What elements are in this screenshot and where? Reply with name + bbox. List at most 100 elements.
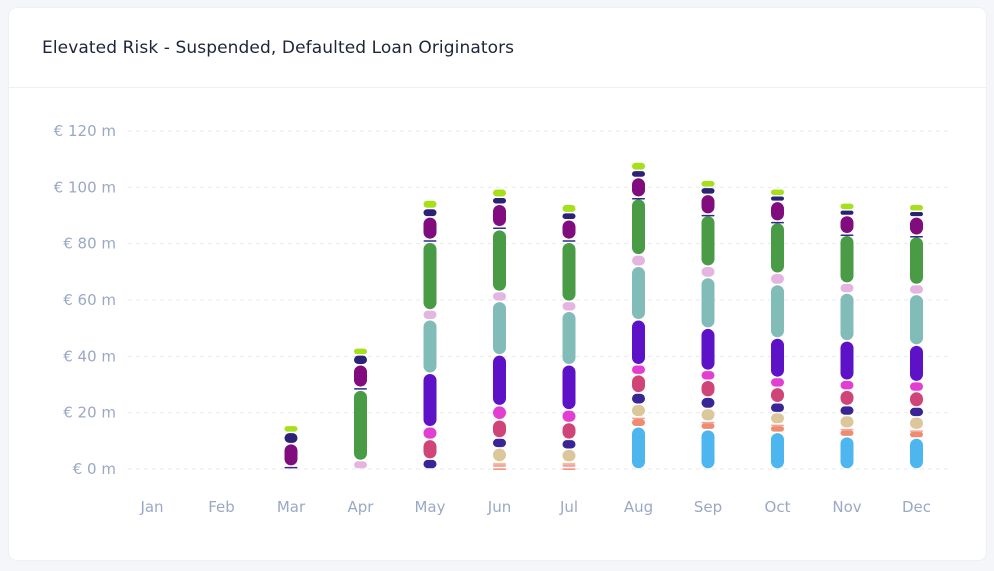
bar-segment[interactable] bbox=[701, 181, 715, 187]
bar-segment[interactable] bbox=[701, 214, 715, 217]
bar-segment[interactable] bbox=[910, 295, 923, 345]
bar-segment[interactable] bbox=[840, 416, 854, 428]
bar-segment[interactable] bbox=[354, 390, 367, 460]
bar-segment[interactable] bbox=[493, 230, 506, 291]
bar-segment[interactable] bbox=[423, 200, 437, 208]
bar-segment[interactable] bbox=[493, 420, 506, 438]
bar-segment[interactable] bbox=[493, 468, 506, 470]
bar-segment[interactable] bbox=[284, 444, 298, 466]
bar-segment[interactable] bbox=[423, 209, 437, 217]
bar-segment[interactable] bbox=[771, 338, 784, 377]
bar-segment[interactable] bbox=[562, 302, 576, 311]
bar-segment[interactable] bbox=[562, 423, 576, 439]
bar-segment[interactable] bbox=[771, 189, 784, 196]
bar-segment[interactable] bbox=[354, 388, 367, 390]
bar-segment[interactable] bbox=[840, 341, 854, 380]
bar-segment[interactable] bbox=[562, 365, 576, 410]
bar-segment[interactable] bbox=[493, 302, 506, 355]
bar-segment[interactable] bbox=[771, 433, 784, 469]
bar-segment[interactable] bbox=[771, 413, 784, 424]
bar-segment[interactable] bbox=[910, 392, 923, 407]
bar-segment[interactable] bbox=[701, 371, 715, 380]
bar-segment[interactable] bbox=[562, 240, 576, 242]
bar-segment[interactable] bbox=[632, 255, 645, 266]
bar-segment[interactable] bbox=[701, 421, 715, 424]
bar-segment[interactable] bbox=[840, 437, 854, 469]
bar-segment[interactable] bbox=[840, 210, 854, 215]
bar-segment[interactable] bbox=[701, 266, 715, 277]
bar-segment[interactable] bbox=[562, 450, 576, 462]
bar-segment[interactable] bbox=[632, 171, 645, 177]
bar-segment[interactable] bbox=[562, 312, 576, 365]
bar-segment[interactable] bbox=[632, 393, 645, 404]
bar-segment[interactable] bbox=[771, 273, 784, 284]
bar-segment[interactable] bbox=[632, 320, 645, 365]
bar-segment[interactable] bbox=[771, 221, 784, 224]
bar-segment[interactable] bbox=[840, 381, 854, 390]
bar-segment[interactable] bbox=[910, 285, 923, 294]
bar-segment[interactable] bbox=[840, 428, 854, 431]
bar-segment[interactable] bbox=[771, 403, 784, 412]
bar-segment[interactable] bbox=[354, 461, 367, 469]
bar-segment[interactable] bbox=[423, 240, 437, 242]
bar-segment[interactable] bbox=[910, 438, 923, 469]
bar-segment[interactable] bbox=[632, 417, 645, 420]
bar-segment[interactable] bbox=[910, 217, 923, 235]
bar-segment[interactable] bbox=[840, 406, 854, 415]
bar-segment[interactable] bbox=[910, 204, 923, 211]
bar-segment[interactable] bbox=[910, 407, 923, 417]
bar-segment[interactable] bbox=[771, 223, 784, 273]
bar-segment[interactable] bbox=[771, 285, 784, 338]
bar-segment[interactable] bbox=[354, 355, 367, 365]
bar-segment[interactable] bbox=[771, 202, 784, 221]
bar-segment[interactable] bbox=[423, 459, 437, 469]
bar-segment[interactable] bbox=[771, 378, 784, 387]
bar-segment[interactable] bbox=[771, 196, 784, 201]
bar-segment[interactable] bbox=[701, 381, 715, 397]
bar-segment[interactable] bbox=[493, 227, 506, 230]
bar-segment[interactable] bbox=[493, 197, 506, 204]
bar-segment[interactable] bbox=[493, 462, 506, 465]
bar-segment[interactable] bbox=[423, 243, 437, 310]
bar-segment[interactable] bbox=[701, 278, 715, 328]
bar-segment[interactable] bbox=[562, 213, 576, 219]
bar-segment[interactable] bbox=[840, 430, 854, 436]
bar-segment[interactable] bbox=[493, 448, 506, 462]
bar-segment[interactable] bbox=[423, 373, 437, 426]
bar-segment[interactable] bbox=[910, 431, 923, 438]
bar-segment[interactable] bbox=[493, 464, 506, 467]
bar-segment[interactable] bbox=[423, 320, 437, 373]
bar-segment[interactable] bbox=[632, 365, 645, 374]
bar-segment[interactable] bbox=[910, 237, 923, 284]
bar-segment[interactable] bbox=[493, 204, 506, 227]
bar-segment[interactable] bbox=[423, 217, 437, 239]
bar-segment[interactable] bbox=[840, 234, 854, 237]
bar-segment[interactable] bbox=[423, 310, 437, 319]
bar-segment[interactable] bbox=[701, 195, 715, 214]
bar-segment[interactable] bbox=[423, 427, 437, 439]
bar-segment[interactable] bbox=[632, 419, 645, 426]
bar-segment[interactable] bbox=[632, 178, 645, 197]
bar-segment[interactable] bbox=[493, 438, 506, 448]
bar-segment[interactable] bbox=[701, 409, 715, 421]
bar-segment[interactable] bbox=[562, 464, 576, 467]
bar-segment[interactable] bbox=[840, 216, 854, 234]
bar-segment[interactable] bbox=[771, 426, 784, 432]
bar-segment[interactable] bbox=[423, 440, 437, 459]
bar-segment[interactable] bbox=[910, 417, 923, 429]
bar-segment[interactable] bbox=[840, 203, 854, 210]
bar-segment[interactable] bbox=[632, 197, 645, 200]
bar-segment[interactable] bbox=[632, 162, 645, 170]
bar-segment[interactable] bbox=[701, 397, 715, 408]
bar-segment[interactable] bbox=[632, 404, 645, 417]
bar-segment[interactable] bbox=[493, 189, 506, 197]
bar-segment[interactable] bbox=[562, 468, 576, 470]
bar-segment[interactable] bbox=[771, 424, 784, 427]
bar-segment[interactable] bbox=[701, 188, 715, 194]
bar-segment[interactable] bbox=[910, 212, 923, 217]
bar-segment[interactable] bbox=[632, 427, 645, 469]
bar-segment[interactable] bbox=[840, 390, 854, 405]
bar-segment[interactable] bbox=[771, 388, 784, 403]
bar-segment[interactable] bbox=[840, 235, 854, 283]
bar-segment[interactable] bbox=[701, 216, 715, 266]
